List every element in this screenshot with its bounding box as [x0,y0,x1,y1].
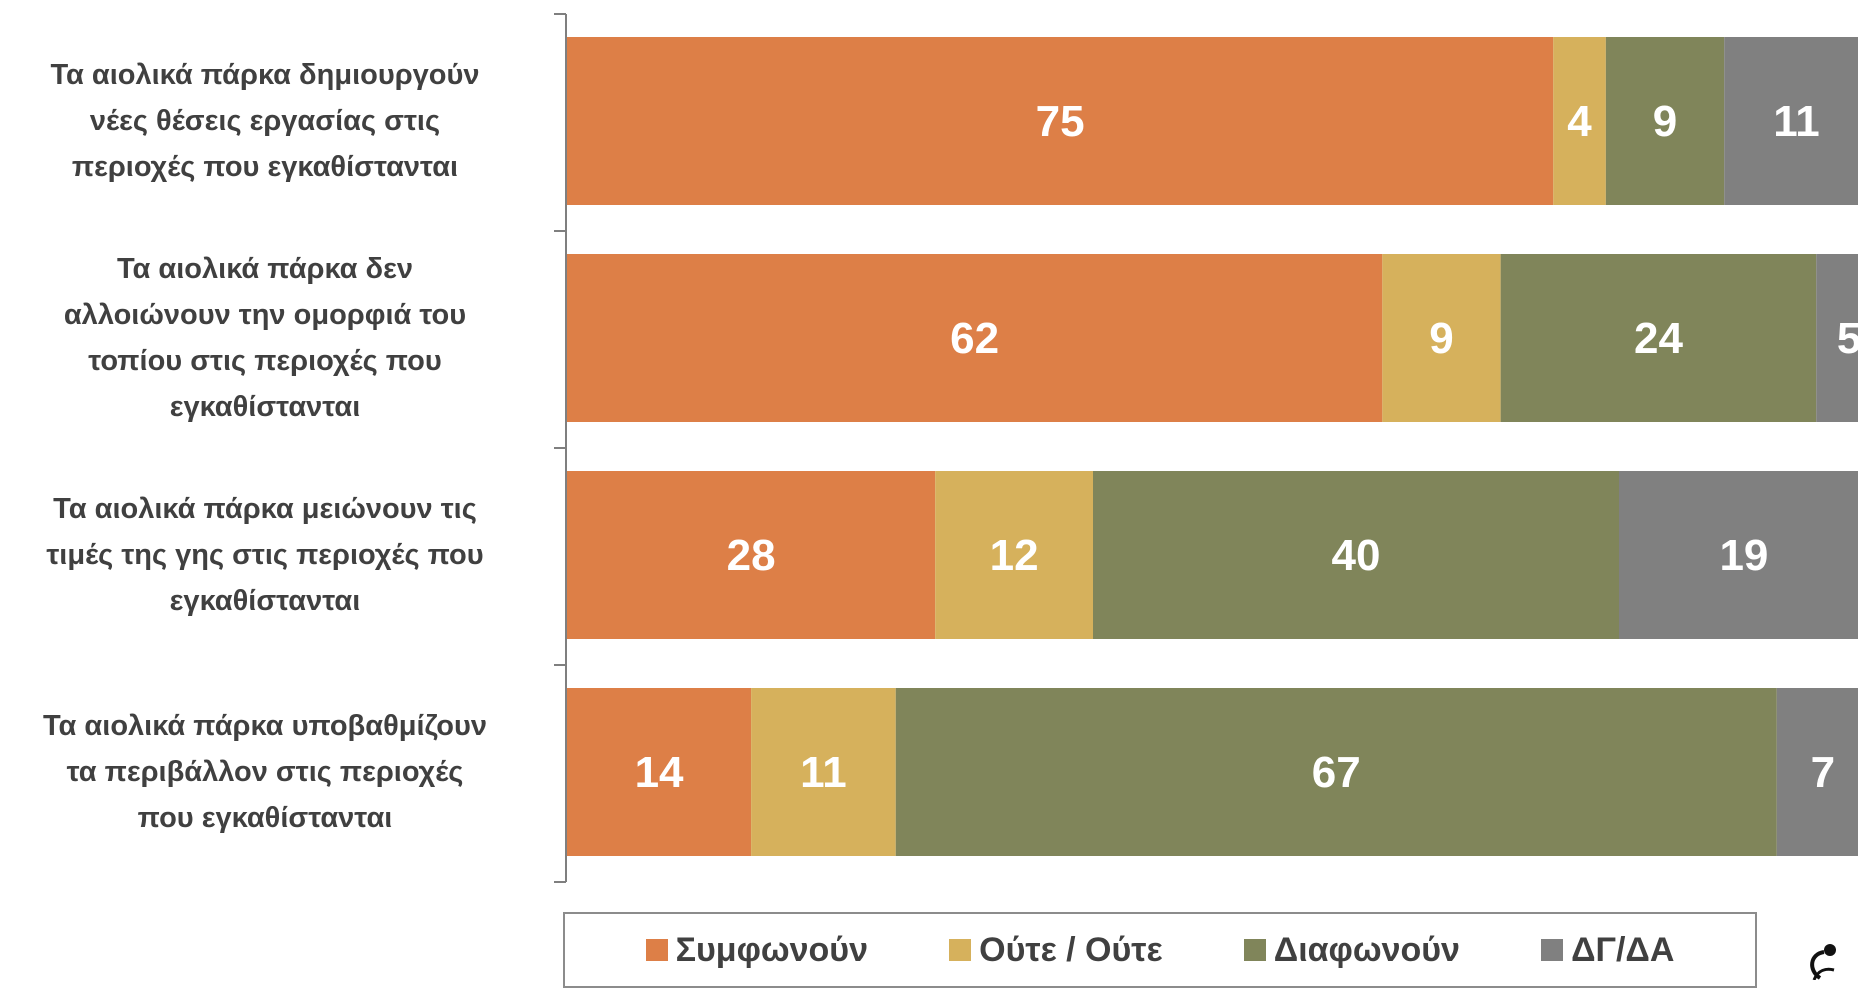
category-label-line: τοπίου στις περιοχές που [88,345,442,377]
category-label-line: εγκαθίστανται [169,585,361,617]
brand-logo-icon [1810,944,1836,980]
legend-swatch [949,939,972,961]
bar-segment [1816,254,1858,422]
bar-segment [567,37,1554,205]
legend-item: Διαφωνούν [1243,930,1460,970]
bar-segment [567,471,936,639]
data-label: 7 [1811,748,1835,797]
data-label: 11 [800,748,847,797]
data-label: 4 [1567,97,1592,146]
data-label: 19 [1719,531,1768,580]
category-label: Τα αιολικά πάρκα υποβαθμίζουν τα περιβάλλ… [0,688,530,856]
category-label: Τα αιολικά πάρκα δεν αλλοιώνουν την ομορφ… [0,253,530,423]
category-label: Τα αιολικά πάρκα δημιουργούν νέες θέσεις … [0,37,530,205]
category-label-line: Τα αιολικά πάρκα υποβαθμίζουν [42,710,488,742]
category-axis [554,13,567,883]
bar-segment [1093,471,1619,639]
data-label: 11 [1773,97,1820,146]
legend-label: Διαφωνούν [1273,930,1460,969]
data-label: 14 [635,748,684,797]
category-label-line: περιοχές που εγκαθίστανται [71,151,459,183]
bar-segment [895,688,1777,856]
category-label-line: τιμές της γης στις περιοχές που [46,539,484,571]
legend-swatch [1243,939,1266,961]
category-label-line: Τα αιολικά πάρκα δεν [116,253,414,285]
data-label: 12 [990,531,1039,580]
legend-label: Συμφωνούν [675,930,868,969]
bar-segment [1724,37,1858,205]
category-label-line: που εγκαθίστανται [137,802,393,834]
bar-segment [1553,37,1606,205]
category-label-line: Τα αιολικά πάρκα δημιουργούν [50,59,480,91]
bar-segment [1776,688,1858,856]
bars: 75 4 9 11 62 9 24 5 28 12 40 19 14 11 67 7 [567,37,1858,856]
legend-item: Συμφωνούν [645,930,868,970]
legend-swatch [645,939,668,961]
data-label: 67 [1312,748,1361,797]
legend-swatch [1541,939,1564,961]
bar-segment [1619,471,1858,639]
bar-segment [935,471,1093,639]
data-label: 24 [1634,314,1683,363]
data-label: 62 [950,314,999,363]
legend-item: ΔΓ/ΔΑ [1541,931,1674,970]
category-label-line: Τα αιολικά πάρκα μειώνουν τις [53,493,477,525]
data-label: 28 [727,531,776,580]
bar-segment [567,688,752,856]
data-label: 5 [1837,314,1858,363]
legend: Συμφωνούν Ούτε / Ούτε Διαφωνούν ΔΓ/ΔΑ [563,912,1757,988]
category-label-line: εγκαθίστανται [169,391,361,423]
data-label: 9 [1429,314,1453,363]
bar-segment [567,254,1383,422]
data-label: 9 [1653,97,1677,146]
category-label-line: τα περιβάλλον στις περιοχές [66,756,464,788]
category-label-line: αλλοιώνουν την ομορφιά του [63,299,467,331]
bar-segment [1605,37,1725,205]
category-label-line: νέες θέσεις εργασίας στις [89,105,441,137]
bar-segment [1382,254,1501,422]
data-label: 40 [1332,531,1381,580]
bar-segment [1500,254,1817,422]
legend-item: Ούτε / Ούτε [949,930,1163,970]
legend-label: Ούτε / Ούτε [979,930,1163,969]
bar-segment [751,688,896,856]
category-label: Τα αιολικά πάρκα μειώνουν τις τιμές της γ… [0,471,530,639]
data-label: 75 [1036,97,1085,146]
legend-label: ΔΓ/ΔΑ [1571,930,1675,969]
